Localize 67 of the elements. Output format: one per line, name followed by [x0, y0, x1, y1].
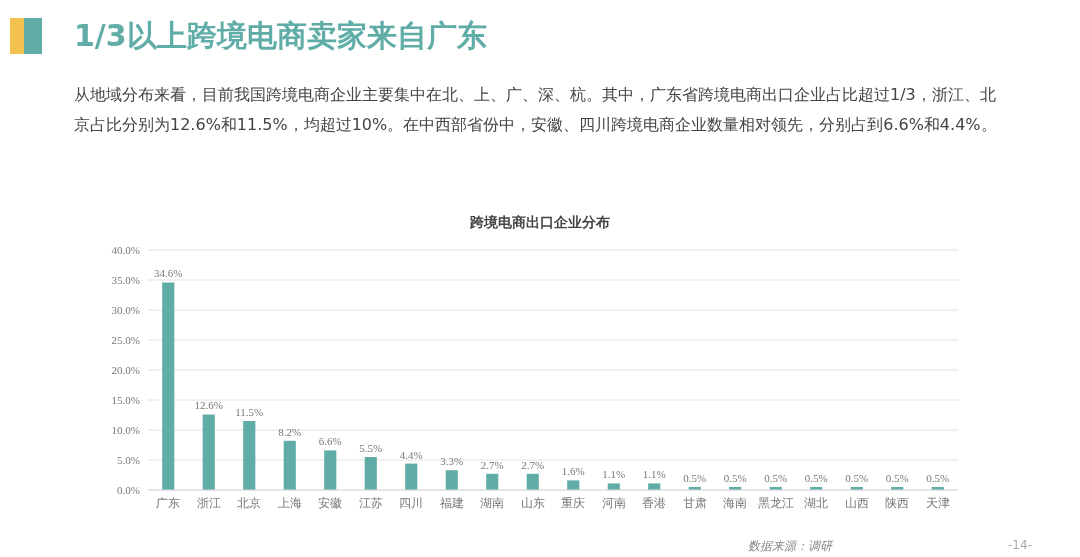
bar	[648, 483, 661, 490]
data-label: 0.5%	[885, 472, 909, 484]
y-tick-label: 20.0%	[111, 363, 140, 376]
data-label: 11.5%	[235, 406, 264, 418]
y-tick-label: 40.0%	[111, 243, 140, 256]
data-label: 5.5%	[359, 442, 383, 454]
bar	[324, 450, 337, 490]
x-tick-label: 北京	[237, 495, 262, 510]
x-tick-label: 四川	[399, 495, 424, 510]
chart-title: 1/3以上跨境电商卖家来自广东	[74, 17, 487, 55]
bar	[202, 414, 215, 490]
bar	[162, 282, 175, 490]
x-tick-label: 海南	[723, 495, 748, 510]
y-tick-label: 15.0%	[111, 393, 140, 406]
x-tick-label: 黑龙江	[757, 495, 794, 510]
data-label: 0.5%	[764, 472, 788, 484]
y-tick-label: 30.0%	[111, 303, 140, 316]
x-tick-label: 重庆	[561, 495, 586, 510]
text: -14-	[1008, 538, 1032, 552]
y-tick-label: 0.0%	[117, 483, 140, 496]
bar	[445, 470, 458, 490]
data-label: 6.6%	[318, 435, 342, 448]
x-tick-label: 江苏	[358, 495, 383, 510]
x-tick-label: 甘肃	[682, 495, 707, 510]
y-tick-label: 10.0%	[111, 423, 140, 436]
x-tick-label: 河南	[601, 495, 626, 510]
data-label: 4.4%	[399, 448, 423, 461]
data-label: 0.5%	[723, 472, 747, 484]
data-label: 0.5%	[845, 472, 869, 484]
x-tick-label: 浙江	[196, 495, 221, 510]
bar	[364, 457, 377, 490]
bar	[283, 440, 296, 490]
data-label: 1.1%	[602, 468, 626, 481]
x-tick-label: 山西	[844, 495, 869, 510]
bar	[405, 463, 418, 490]
x-tick-label: 湖北	[804, 495, 829, 510]
source-note: 数据来源：调研	[748, 538, 832, 555]
x-tick-label: 天津	[925, 495, 950, 510]
x-tick-label: 上海	[277, 495, 302, 510]
x-tick-label: 安徽	[318, 495, 343, 510]
chart-subtitle: 从地域分布来看，目前我国跨境电商企业主要集中在北、上、广、深、杭。其中，广东省跨境电商出口企业占比超过1/3，浙江、北京占比分别为12.6%和11.5%，均超过10%。在中西部省份中，安徽、四川跨境电商企业数量相对领先，分别占到6.6%和4.4%。	[74, 84, 998, 136]
data-label: 2.7%	[480, 458, 504, 471]
x-tick-label: 香港	[642, 495, 667, 510]
y-tick-label: 25.0%	[111, 333, 140, 346]
data-label: 34.6%	[154, 267, 183, 280]
data-label: 3.3%	[440, 455, 464, 468]
x-tick-label: 陕西	[885, 495, 910, 510]
data-label: 8.2%	[278, 425, 302, 438]
bar	[486, 473, 499, 490]
bar	[526, 473, 539, 490]
x-tick-label: 山东	[520, 495, 545, 510]
bar	[567, 480, 580, 490]
x-tick-label: 福建	[439, 495, 464, 510]
data-label: 1.6%	[561, 465, 585, 478]
data-label: 0.5%	[926, 472, 950, 484]
x-tick-label: 广东	[156, 495, 181, 510]
y-tick-label: 35.0%	[111, 273, 140, 286]
x-tick-label: 湖南	[480, 495, 505, 510]
bar	[243, 421, 256, 490]
y-tick-label: 5.0%	[117, 453, 140, 466]
data-label: 0.5%	[804, 472, 828, 484]
bar	[607, 483, 620, 490]
data-label: 0.5%	[683, 472, 707, 484]
data-label: 2.7%	[521, 458, 545, 471]
data-label: 1.1%	[642, 468, 666, 481]
text: 跨境电商出口企业分布	[469, 214, 611, 232]
data-label: 12.6%	[194, 399, 223, 412]
